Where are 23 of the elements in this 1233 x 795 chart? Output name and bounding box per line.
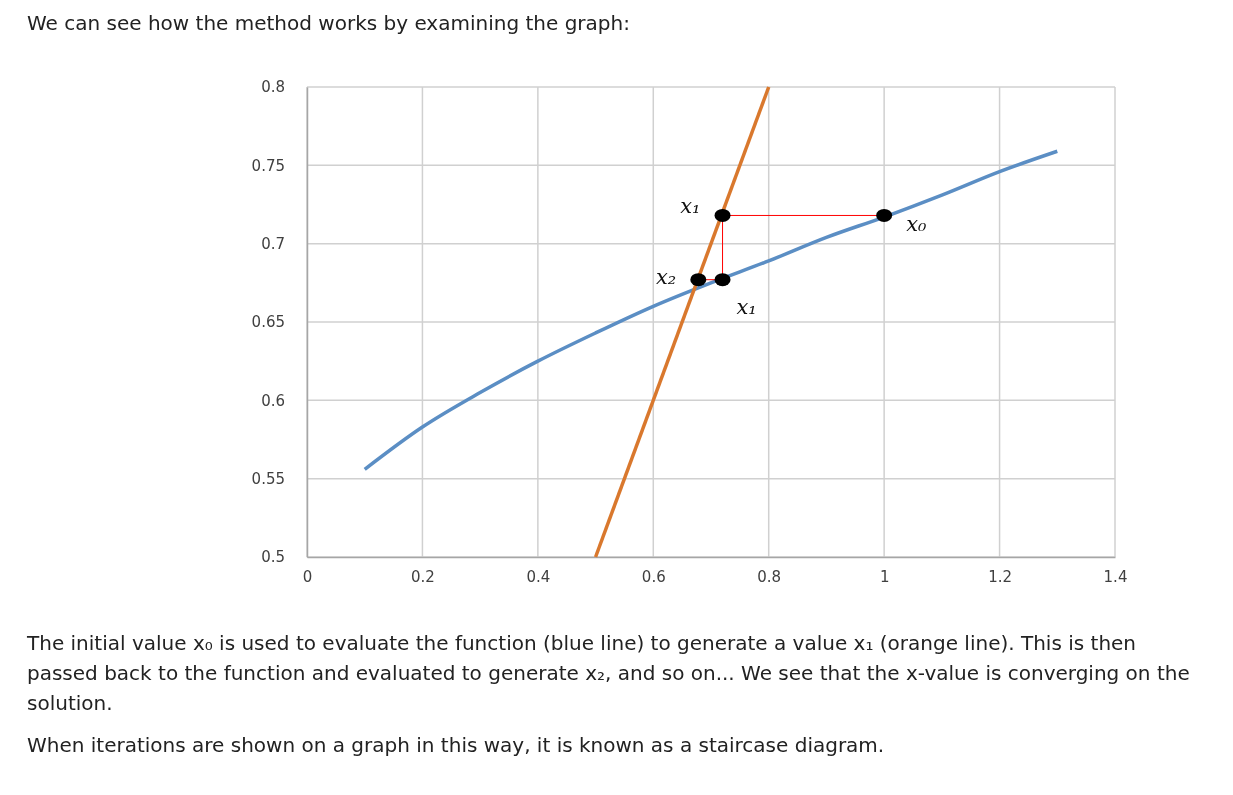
y-tick-label: 0.7 [261, 234, 285, 253]
annotation: x₀ [906, 212, 927, 237]
text: The initial value x₀ is used to evaluate the function (blue line) to generate a value x₁ (orange line). This is then passed back to the function and evaluated to generate x₂, and so on... We see that the x-value is converging on the solution. [27, 630, 1191, 717]
annotation: x₁ [736, 294, 757, 319]
y-tick-label: 0.75 [251, 156, 285, 175]
y-tick-label: 0.55 [251, 469, 285, 488]
x-tick-label: 0.2 [411, 567, 435, 586]
x-tick-label: 1.2 [988, 567, 1012, 586]
y-tick-label: 0.6 [261, 391, 285, 410]
x-tick-label: 0.4 [526, 567, 551, 586]
x-tick-label: 0.8 [757, 567, 782, 586]
line-series [362, 149, 1060, 472]
y-tick-label: 0.5 [261, 548, 285, 567]
x-tick-label: 0 [302, 567, 313, 586]
annotation: x₂ [656, 264, 677, 289]
chart-title: We can see how the method works by examining the graph: [27, 10, 631, 37]
x-tick-label: 0.6 [641, 567, 666, 586]
x-tick-label: 1.4 [1103, 567, 1128, 586]
annotation: x₁ [680, 194, 701, 219]
y-tick-label: 0.8 [261, 78, 285, 97]
x-tick-label: 1 [879, 567, 890, 586]
text: When iterations are shown on a graph in this way, it is known as a staircase diagram. [27, 732, 886, 759]
y-tick-label: 0.65 [251, 313, 285, 332]
